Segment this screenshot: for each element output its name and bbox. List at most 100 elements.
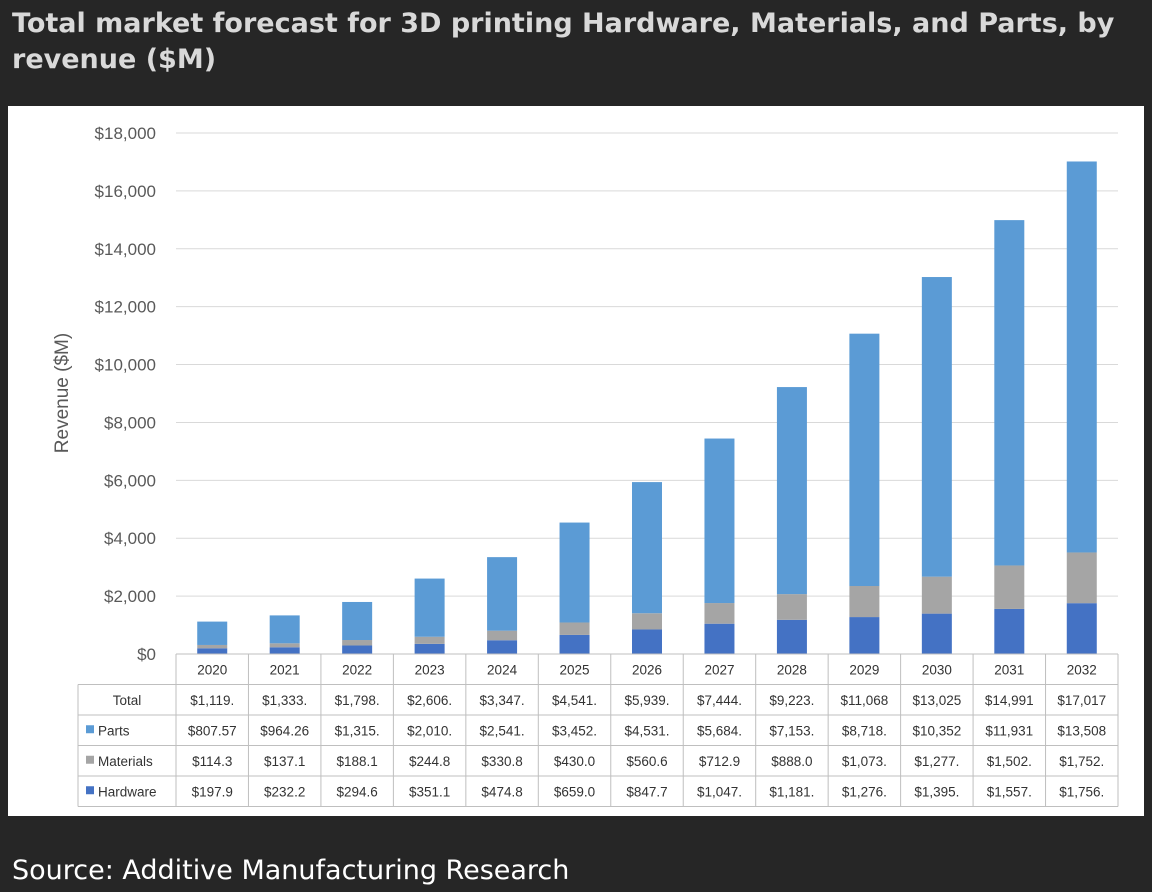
table-cell: $4,541.	[552, 693, 597, 708]
table-cell: $560.6	[626, 754, 667, 769]
table-cell: $964.26	[260, 723, 309, 738]
table-cell: $330.8	[481, 754, 522, 769]
bar-parts	[704, 438, 735, 604]
table-cell: $1,756.	[1059, 784, 1104, 799]
x-category-label: 2032	[1067, 662, 1097, 677]
bar-hardware	[921, 613, 952, 654]
bar-hardware	[487, 640, 518, 654]
table-cell: $3,347.	[480, 693, 525, 708]
table-cell: $137.1	[264, 754, 305, 769]
table-cell: $1,119.	[190, 693, 234, 708]
table-cell: $232.2	[264, 784, 305, 799]
table-cell: $1,047.	[697, 784, 742, 799]
table-cell: $1,395.	[914, 784, 959, 799]
table-cell: $8,718.	[842, 723, 887, 738]
y-tick-label: $12,000	[95, 298, 156, 317]
table-cell: $712.9	[699, 754, 740, 769]
stacked-bar-chart: $0 $2,000 $4,000 $6,000 $8,000 $10,000 $12,000…	[52, 124, 1119, 807]
table-cell: $1,276.	[842, 784, 887, 799]
bar-parts	[197, 621, 228, 645]
table-cell: $1,073.	[842, 754, 887, 769]
legend-label: Materials	[98, 754, 153, 769]
table-cell: $1,333.	[262, 693, 307, 708]
table-cell: $1,277.	[914, 754, 959, 769]
bar-parts	[559, 522, 590, 623]
table-cell: $351.1	[409, 784, 450, 799]
bar-hardware	[1066, 603, 1097, 654]
bar-parts	[849, 333, 880, 587]
table-cell: $17,017	[1057, 693, 1106, 708]
x-category-label: 2025	[560, 662, 590, 677]
table-cell: $11,931	[985, 723, 1033, 738]
bar-materials	[921, 576, 952, 614]
bar-hardware	[849, 617, 880, 654]
bar-hardware	[632, 629, 662, 654]
y-tick-label: $18,000	[95, 124, 156, 143]
y-axis-title: Revenue ($M)	[52, 333, 73, 453]
bar-parts	[269, 615, 300, 644]
bar-materials	[1066, 552, 1097, 604]
bar-materials	[559, 622, 590, 635]
bar-materials	[197, 644, 228, 649]
x-category-label: 2021	[270, 662, 300, 677]
table-cell: $294.6	[337, 784, 378, 799]
table-cell: $11,068	[840, 693, 888, 708]
table-cell: $114.3	[192, 754, 232, 769]
table-cell: $1,502.	[987, 754, 1032, 769]
y-tick-label: $4,000	[104, 529, 156, 548]
y-tick-label: $6,000	[104, 471, 156, 490]
table-cell: $197.9	[192, 784, 233, 799]
y-tick-label: $0	[137, 645, 156, 664]
table-cell: $1,557.	[987, 784, 1032, 799]
x-category-label: 2031	[994, 662, 1024, 677]
table-cell: $2,541.	[480, 723, 525, 738]
bar-materials	[632, 613, 662, 630]
bar-materials	[487, 630, 518, 641]
table-cell: $188.1	[337, 754, 378, 769]
table-cell: $7,444.	[697, 693, 742, 708]
bar-parts	[1066, 161, 1097, 553]
table-cell: $659.0	[554, 784, 595, 799]
y-tick-label: $10,000	[95, 356, 156, 375]
bar-materials	[994, 565, 1025, 609]
bar-materials	[342, 640, 373, 646]
bar-hardware	[269, 647, 300, 654]
table-cell: $888.0	[771, 754, 812, 769]
table-cell: $9,223.	[769, 693, 814, 708]
x-category-label: 2020	[197, 662, 227, 677]
table-row-label: Total	[113, 693, 142, 708]
bar-parts	[776, 387, 807, 595]
x-category-label: 2028	[777, 662, 807, 677]
table-cell: $1,181.	[769, 784, 814, 799]
bar-hardware	[994, 608, 1025, 654]
bar-hardware	[559, 634, 590, 654]
legend-swatch-hardware	[86, 786, 94, 795]
x-category-label: 2026	[632, 662, 662, 677]
bar-materials	[849, 586, 880, 618]
table-cell: $10,352	[912, 723, 961, 738]
chart-title: Total market forecast for 3D printing Ha…	[12, 8, 1115, 75]
bar-materials	[269, 643, 300, 648]
bar-parts	[487, 557, 518, 631]
legend-label: Parts	[98, 723, 130, 738]
legend-swatch-materials	[86, 755, 94, 764]
source-caption: Source: Additive Manufacturing Research	[12, 855, 570, 886]
table-cell: $430.0	[554, 754, 595, 769]
y-tick-label: $8,000	[104, 413, 156, 432]
legend-label: Hardware	[98, 784, 157, 799]
bar-parts	[414, 578, 445, 637]
x-category-label: 2027	[704, 662, 734, 677]
bar-materials	[414, 636, 445, 644]
table-cell: $474.8	[481, 784, 522, 799]
x-category-label: 2024	[487, 662, 518, 677]
table-cell: $14,991	[985, 693, 1034, 708]
table-cell: $807.57	[188, 723, 237, 738]
table-cell: $1,752.	[1059, 754, 1104, 769]
table-cell: $4,531.	[624, 723, 669, 738]
table-cell: $244.8	[409, 754, 450, 769]
table-cell: $7,153.	[769, 723, 814, 738]
x-category-label: 2030	[922, 662, 952, 677]
bar-parts	[921, 277, 952, 577]
bar-hardware	[776, 619, 807, 654]
bar-materials	[704, 603, 735, 624]
